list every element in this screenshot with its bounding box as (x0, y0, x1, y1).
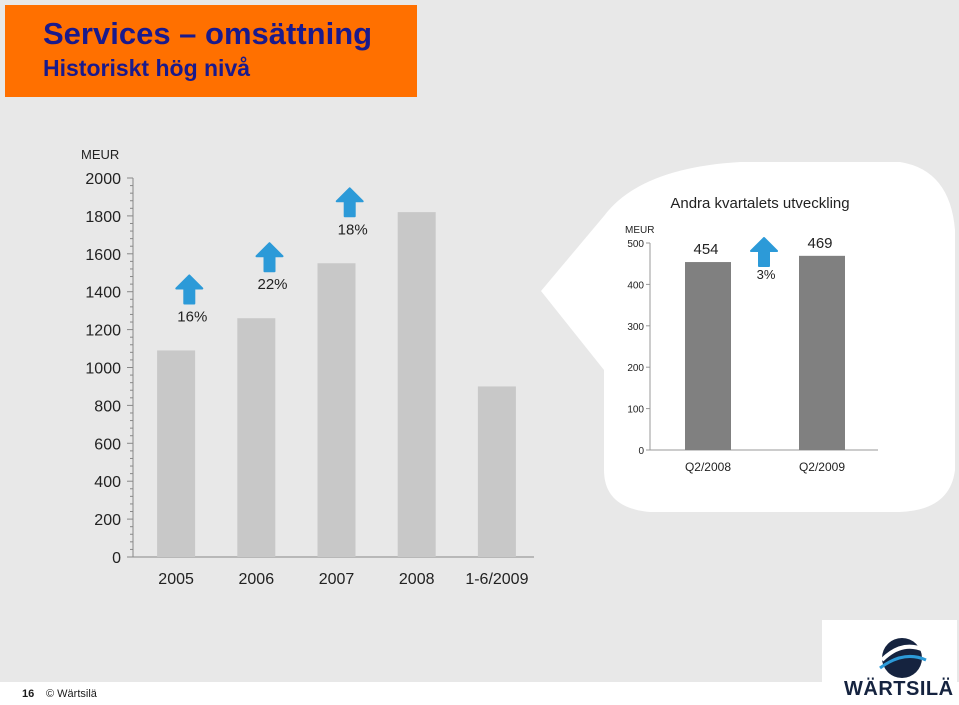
main-y-tick-label: 1000 (85, 361, 121, 378)
main-bar (157, 350, 196, 557)
logo-text: WÄRTSILÄ (844, 678, 954, 700)
main-y-tick-label: 0 (112, 550, 121, 567)
inset-y-tick-label: 400 (627, 280, 644, 291)
main-bar (237, 318, 276, 557)
header-banner (5, 5, 417, 97)
main-y-tick-label: 400 (94, 474, 121, 491)
main-growth-label: 18% (338, 221, 368, 238)
main-bar (397, 212, 436, 558)
inset-value-label: 469 (807, 235, 832, 252)
main-growth-label: 16% (177, 308, 207, 325)
main-x-tick-label: 2008 (399, 571, 435, 588)
logo-emblem-icon (879, 638, 927, 678)
main-y-tick-label: 1800 (85, 209, 121, 226)
page-number: 16 (22, 688, 35, 700)
page-title: Services – omsättning (43, 16, 373, 51)
copyright-text: © Wärtsilä (46, 688, 97, 700)
inset-chart-title: Andra kvartalets utveckling (670, 195, 849, 212)
main-y-axis-unit: MEUR (81, 147, 119, 162)
main-y-tick-label: 800 (94, 398, 121, 415)
main-bar (317, 263, 356, 557)
up-arrow-icon (750, 237, 778, 267)
inset-value-label: 454 (693, 241, 718, 258)
inset-bar (685, 262, 731, 450)
main-y-tick-label: 2000 (85, 171, 121, 188)
main-y-tick-label: 200 (94, 512, 121, 529)
inset-growth-label: 3% (757, 267, 776, 282)
inset-bar (799, 255, 845, 450)
main-x-tick-label: 2006 (239, 571, 275, 588)
main-y-tick-label: 1400 (85, 285, 121, 302)
inset-callout-panel (541, 162, 955, 512)
up-arrow-icon (255, 242, 284, 273)
up-arrow-icon (175, 274, 204, 305)
inset-y-tick-label: 200 (627, 363, 644, 374)
page-subtitle: Historiskt hög nivå (43, 55, 251, 81)
main-bar (477, 386, 516, 557)
inset-y-axis-unit: MEUR (625, 225, 654, 236)
inset-y-tick-label: 500 (627, 239, 644, 250)
main-y-tick-label: 600 (94, 436, 121, 453)
main-x-tick-label: 2007 (319, 571, 355, 588)
inset-y-tick-label: 100 (627, 405, 644, 416)
inset-y-tick-label: 300 (627, 322, 644, 333)
up-arrow-icon (335, 187, 364, 218)
inset-y-tick-label: 0 (638, 446, 644, 457)
main-x-tick-label: 1-6/2009 (465, 571, 528, 588)
footer-bar (0, 682, 959, 705)
inset-x-tick-label: Q2/2009 (799, 460, 845, 474)
main-growth-label: 22% (257, 276, 287, 293)
main-y-tick-label: 1200 (85, 323, 121, 340)
main-y-tick-label: 1600 (85, 247, 121, 264)
main-x-tick-label: 2005 (158, 571, 194, 588)
company-logo: WÄRTSILÄ (822, 620, 957, 705)
inset-x-tick-label: Q2/2008 (685, 460, 731, 474)
